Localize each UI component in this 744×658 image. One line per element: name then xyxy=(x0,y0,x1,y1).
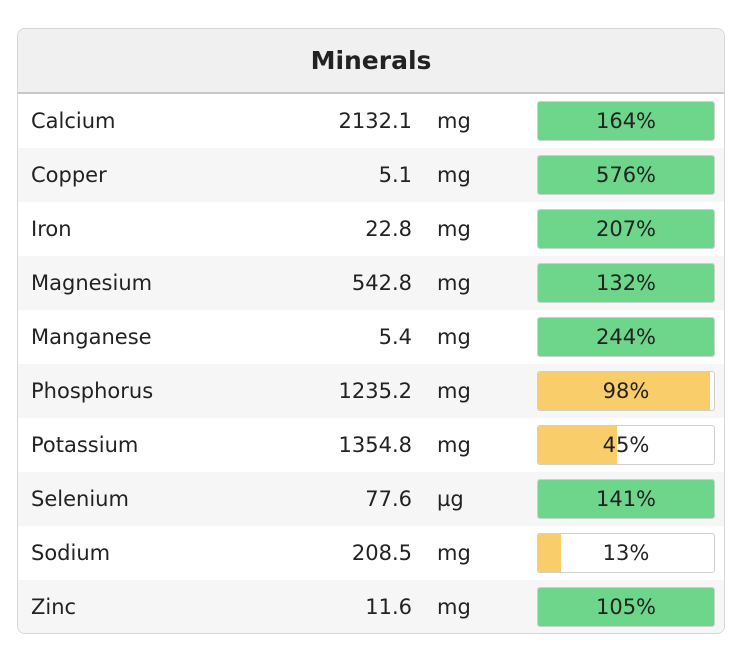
percent-label: 207% xyxy=(595,217,657,241)
mineral-unit: mg xyxy=(437,541,471,565)
percent-label: 98% xyxy=(602,379,650,403)
percent-bar-fill xyxy=(538,426,618,464)
mineral-unit: mg xyxy=(437,109,471,133)
mineral-name: Iron xyxy=(31,217,72,241)
percent-label: 141% xyxy=(595,487,657,511)
minerals-panel: Minerals Calcium 2132.1 mg 164% Copper 5.1 mg 5… xyxy=(17,28,725,634)
percent-bar-fill xyxy=(538,210,714,248)
mineral-amount: 208.5 xyxy=(351,541,412,565)
mineral-amount: 5.4 xyxy=(378,325,412,349)
mineral-row: Calcium 2132.1 mg 164% xyxy=(18,94,724,148)
mineral-unit: µg xyxy=(437,487,464,511)
panel-header: Minerals xyxy=(18,29,724,94)
mineral-unit: mg xyxy=(437,271,471,295)
percent-label: 576% xyxy=(595,163,657,187)
percent-label: 244% xyxy=(595,325,657,349)
percent-bar-fill xyxy=(538,156,714,194)
mineral-row: Potassium 1354.8 mg 45% xyxy=(18,418,724,472)
percent-bar: 207% xyxy=(537,209,715,249)
mineral-name: Potassium xyxy=(31,433,139,457)
mineral-row: Zinc 11.6 mg 105% xyxy=(18,580,724,633)
percent-bar: 244% xyxy=(537,317,715,357)
panel-title: Minerals xyxy=(310,46,432,75)
mineral-name: Manganese xyxy=(31,325,152,349)
mineral-row: Phosphorus 1235.2 mg 98% xyxy=(18,364,724,418)
mineral-name: Calcium xyxy=(31,109,116,133)
mineral-name: Sodium xyxy=(31,541,111,565)
mineral-unit: mg xyxy=(437,595,471,619)
mineral-row: Iron 22.8 mg 207% xyxy=(18,202,724,256)
percent-bar: 576% xyxy=(537,155,715,195)
mineral-name: Phosphorus xyxy=(31,379,154,403)
percent-bar: 45% xyxy=(537,425,715,465)
mineral-name: Magnesium xyxy=(31,271,153,295)
percent-label: 13% xyxy=(602,541,650,565)
mineral-amount: 2132.1 xyxy=(338,109,412,133)
mineral-name: Copper xyxy=(31,163,107,187)
mineral-row: Selenium 77.6 µg 141% xyxy=(18,472,724,526)
percent-bar: 164% xyxy=(537,101,715,141)
percent-bar-fill xyxy=(538,318,714,356)
mineral-unit: mg xyxy=(437,379,471,403)
mineral-row: Manganese 5.4 mg 244% xyxy=(18,310,724,364)
mineral-amount: 1235.2 xyxy=(338,379,412,403)
mineral-row: Copper 5.1 mg 576% xyxy=(18,148,724,202)
minerals-list: Calcium 2132.1 mg 164% Copper 5.1 mg 576% Iron 22… xyxy=(18,94,724,633)
mineral-name: Zinc xyxy=(31,595,77,619)
percent-bar-fill xyxy=(538,372,711,410)
mineral-amount: 22.8 xyxy=(365,217,412,241)
percent-label: 132% xyxy=(595,271,657,295)
percent-bar: 13% xyxy=(537,533,715,573)
mineral-unit: mg xyxy=(437,163,471,187)
percent-bar-fill xyxy=(538,588,714,626)
percent-bar: 132% xyxy=(537,263,715,303)
percent-label: 164% xyxy=(595,109,657,133)
mineral-unit: mg xyxy=(437,217,471,241)
percent-bar: 105% xyxy=(537,587,715,627)
mineral-name: Selenium xyxy=(31,487,129,511)
mineral-amount: 542.8 xyxy=(351,271,412,295)
percent-bar: 98% xyxy=(537,371,715,411)
percent-bar-fill xyxy=(538,480,714,518)
percent-label: 105% xyxy=(595,595,657,619)
mineral-amount: 1354.8 xyxy=(338,433,412,457)
percent-bar-fill xyxy=(538,534,561,572)
mineral-amount: 5.1 xyxy=(378,163,412,187)
mineral-row: Sodium 208.5 mg 13% xyxy=(18,526,724,580)
percent-label: 45% xyxy=(602,433,650,457)
mineral-row: Magnesium 542.8 mg 132% xyxy=(18,256,724,310)
mineral-amount: 77.6 xyxy=(365,487,412,511)
mineral-amount: 11.6 xyxy=(365,595,412,619)
percent-bar-fill xyxy=(538,102,714,140)
percent-bar: 141% xyxy=(537,479,715,519)
mineral-unit: mg xyxy=(437,433,471,457)
percent-bar-fill xyxy=(538,264,714,302)
mineral-unit: mg xyxy=(437,325,471,349)
